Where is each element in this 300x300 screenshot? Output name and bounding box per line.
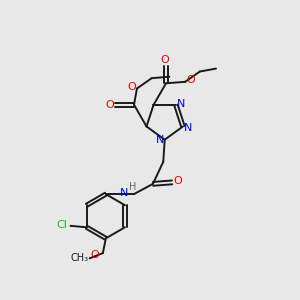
Text: H: H [129, 182, 136, 192]
Text: O: O [174, 176, 182, 186]
Text: CH₃: CH₃ [70, 254, 88, 263]
Text: O: O [90, 250, 99, 260]
Text: O: O [186, 75, 195, 85]
Text: Cl: Cl [57, 220, 68, 230]
Text: N: N [120, 188, 129, 198]
Text: N: N [156, 135, 164, 145]
Text: O: O [161, 55, 170, 65]
Text: N: N [177, 99, 185, 109]
Text: O: O [127, 82, 136, 92]
Text: O: O [105, 100, 114, 110]
Text: N: N [184, 123, 192, 133]
